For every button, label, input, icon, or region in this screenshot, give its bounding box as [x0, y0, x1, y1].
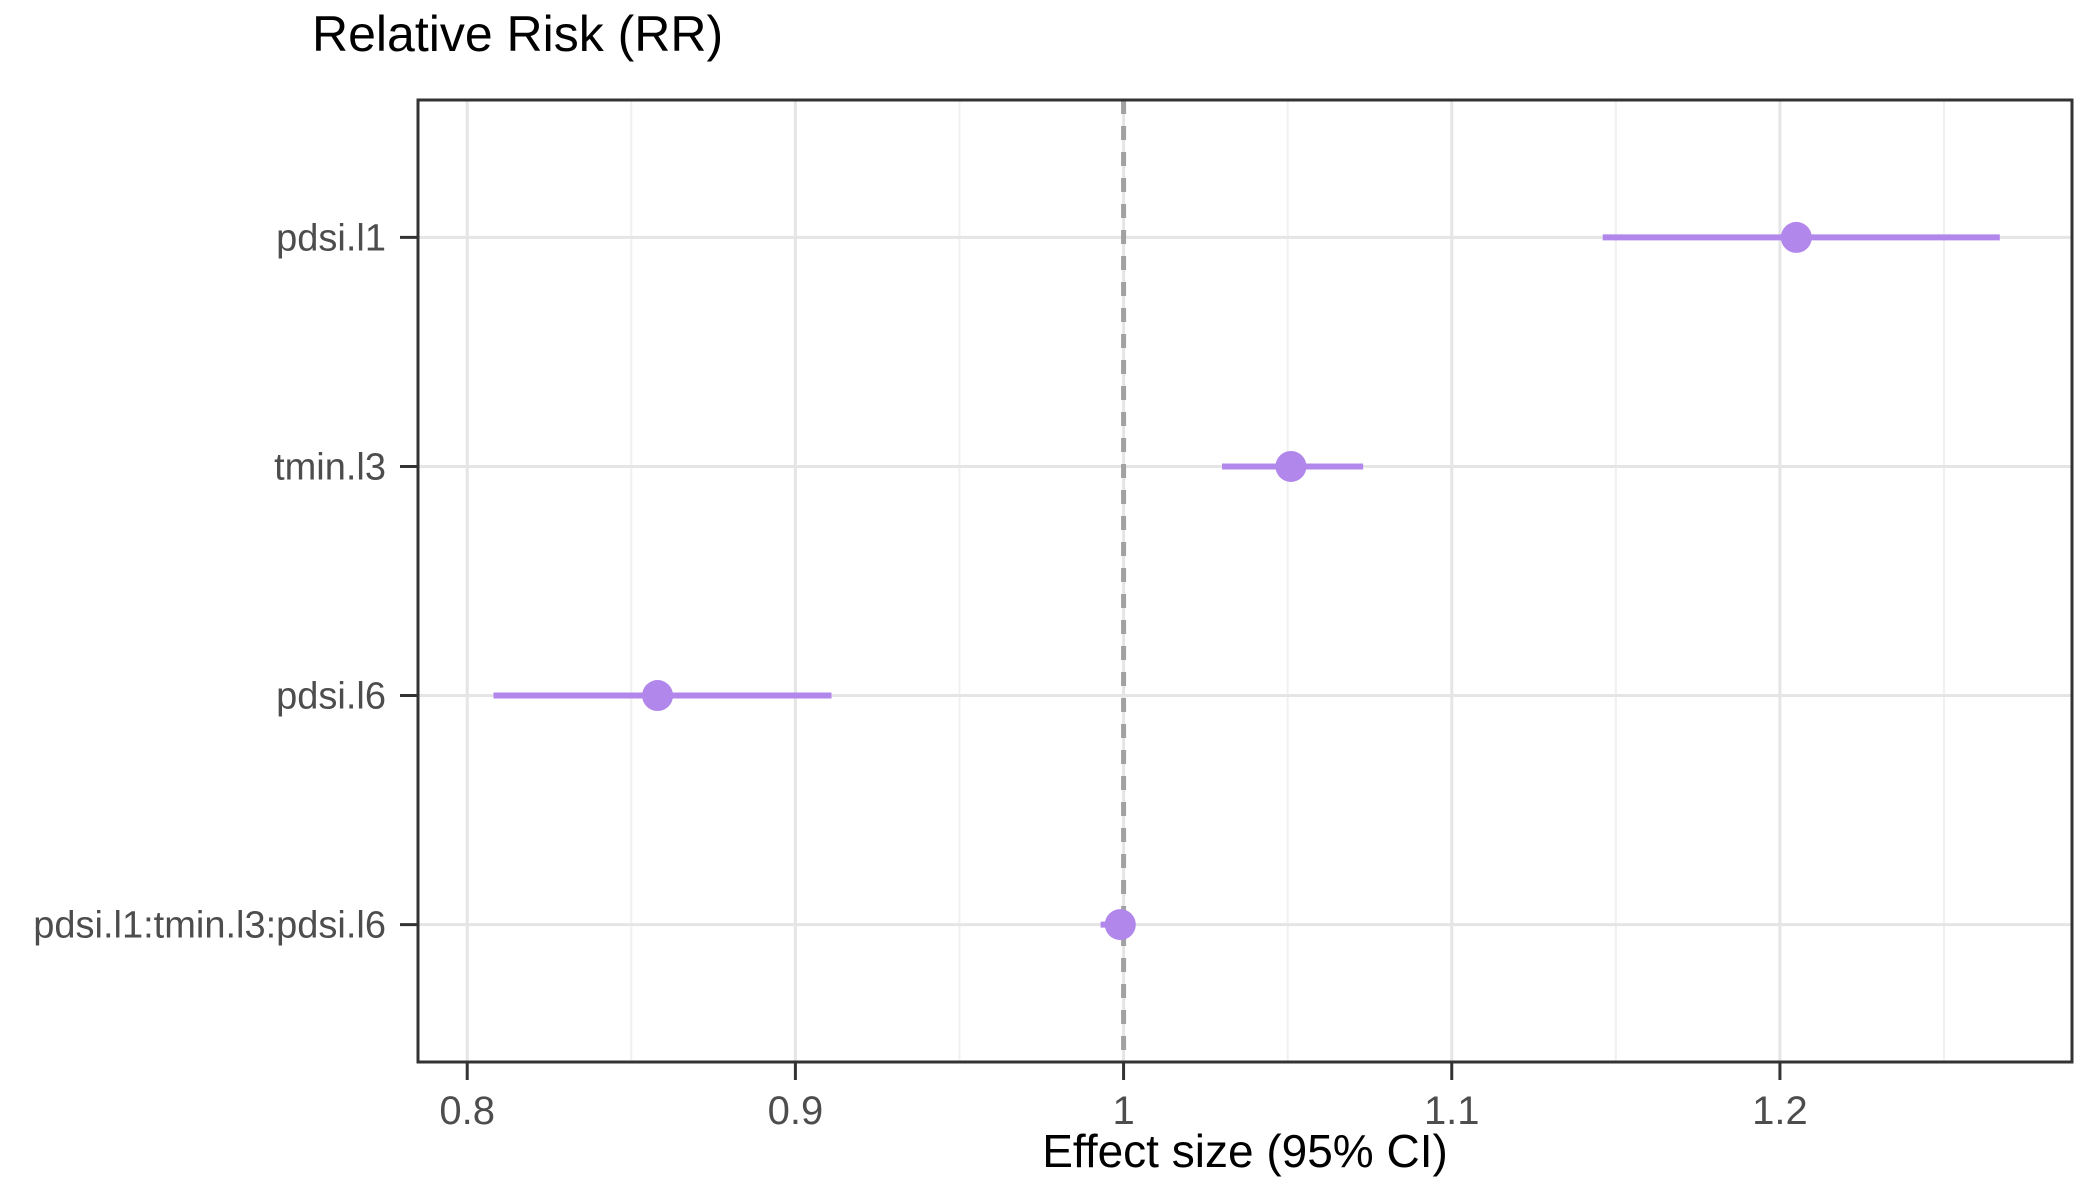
panel-background	[418, 100, 2072, 1062]
x-axis-label: Effect size (95% CI)	[1042, 1125, 1448, 1177]
point-estimate	[1104, 909, 1136, 941]
x-tick-label: 1.1	[1424, 1089, 1480, 1133]
point-estimate	[642, 680, 674, 712]
panel-border	[416, 98, 2074, 1064]
y-axis-category-label: pdsi.l1	[276, 217, 386, 259]
y-axis-category-label: tmin.l3	[274, 446, 386, 488]
x-tick-label: 0.9	[768, 1089, 824, 1133]
point-estimate	[1780, 221, 1812, 253]
x-tick-label: 1.2	[1752, 1089, 1808, 1133]
point-estimate	[1275, 450, 1307, 482]
y-axis-category-label: pdsi.l1:tmin.l3:pdsi.l6	[33, 905, 386, 947]
x-tick-label: 1	[1112, 1089, 1134, 1133]
y-axis-category-label: pdsi.l6	[276, 676, 386, 718]
chart-title: Relative Risk (RR)	[312, 6, 724, 62]
x-tick-label: 0.8	[439, 1089, 495, 1133]
